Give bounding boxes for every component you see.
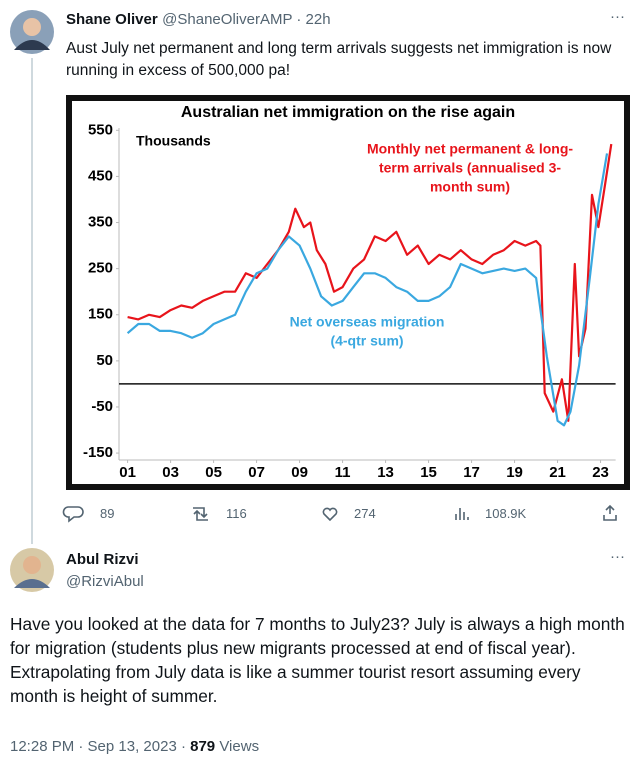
y-tick-label: 50: [96, 352, 113, 369]
author-name[interactable]: Shane Oliver: [66, 11, 158, 28]
retweet-count[interactable]: 116: [226, 506, 247, 521]
series-label: Net overseas migration: [290, 314, 445, 330]
x-tick-label: 03: [162, 464, 179, 481]
x-tick-label: 13: [377, 464, 394, 481]
x-tick-label: 05: [205, 464, 222, 481]
y-tick-label: 350: [88, 213, 113, 230]
tweet-text: Have you looked at the data for 7 months…: [10, 614, 625, 706]
chart: Australian net immigration on the rise a…: [66, 95, 630, 490]
y-tick-label: 550: [88, 121, 113, 138]
author-name[interactable]: Abul Rizvi: [66, 551, 139, 568]
view-count[interactable]: 108.9K: [485, 506, 527, 521]
x-tick-label: 11: [335, 464, 351, 481]
x-tick-label: 07: [248, 464, 265, 481]
y-tick-label: -50: [91, 398, 113, 415]
chart-title: Australian net immigration on the rise a…: [181, 104, 515, 121]
y-tick-label: -150: [83, 444, 113, 461]
series-label: month sum): [430, 179, 510, 195]
reply-count[interactable]: 89: [100, 506, 115, 521]
series-line: [126, 153, 609, 427]
tweet-footer: 12:28 PM · Sep 13, 2023 · 879 Views: [10, 738, 259, 755]
author-meta[interactable]: @ShaneOliverAMP · 22h: [162, 11, 331, 28]
y-tick-label: 250: [88, 260, 113, 277]
tweet-text: Aust July net permanent and long term ar…: [66, 40, 612, 79]
timestamp[interactable]: 12:28 PM · Sep 13, 2023 ·: [10, 738, 186, 755]
y-tick-label: 150: [88, 306, 113, 323]
x-tick-label: 01: [119, 464, 136, 481]
y-tick-label: 450: [88, 167, 113, 184]
x-tick-label: 09: [291, 464, 308, 481]
tweet-header: Shane Oliver @ShaneOliverAMP · 22h: [66, 11, 331, 29]
y-unit-label: Thousands: [136, 133, 211, 149]
like-count[interactable]: 274: [354, 506, 376, 521]
x-tick-label: 23: [592, 464, 609, 481]
views-label: Views: [219, 738, 260, 755]
series-line: [127, 143, 613, 422]
more-button[interactable]: ···: [610, 548, 625, 565]
x-tick-label: 17: [463, 464, 480, 481]
x-tick-label: 19: [506, 464, 523, 481]
x-tick-label: 15: [420, 464, 437, 481]
more-button[interactable]: ···: [610, 8, 625, 25]
series-label: (4-qtr sum): [330, 333, 403, 349]
series-label: term arrivals (annualised 3-: [379, 160, 561, 176]
views: 879: [190, 738, 216, 755]
x-tick-label: 21: [549, 464, 566, 481]
series-label: Monthly net permanent & long-: [367, 141, 573, 157]
author-handle[interactable]: @RizviAbul: [66, 573, 144, 590]
